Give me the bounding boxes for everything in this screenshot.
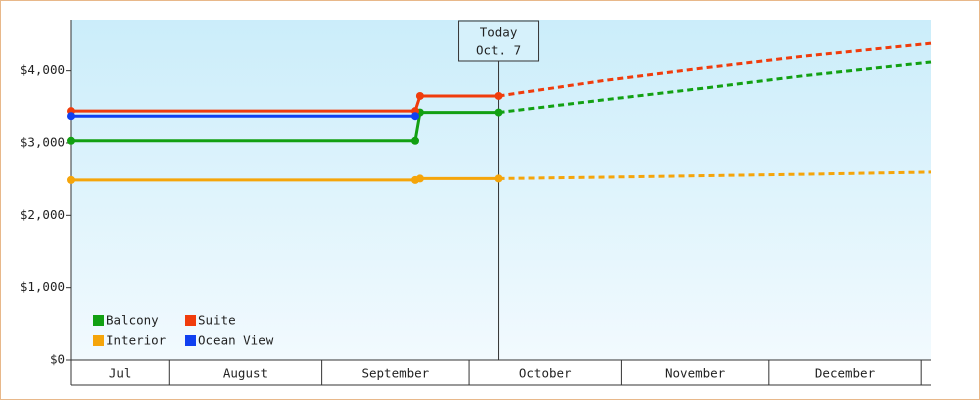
legend-swatch xyxy=(93,315,104,326)
plot-area xyxy=(71,20,931,360)
legend-label: Interior xyxy=(106,333,167,348)
data-point xyxy=(415,91,424,100)
x-band-label: September xyxy=(361,366,429,381)
y-tick-label: $4,000 xyxy=(20,62,65,77)
legend-swatch xyxy=(185,335,196,346)
data-point xyxy=(411,112,419,121)
today-label: Oct. 7 xyxy=(476,43,521,58)
forecast-line xyxy=(498,41,932,98)
forecast-line xyxy=(498,170,932,180)
legend-label: Ocean View xyxy=(198,333,274,348)
legend-swatch xyxy=(185,315,196,326)
today-label: Today xyxy=(480,25,518,40)
data-point xyxy=(494,108,503,117)
data-point xyxy=(67,136,75,145)
y-tick-label: $1,000 xyxy=(20,279,65,294)
data-point xyxy=(411,136,419,145)
data-point xyxy=(494,174,503,183)
legend-label: Suite xyxy=(198,313,236,328)
x-band-label: November xyxy=(665,366,726,381)
series-line xyxy=(71,176,499,182)
data-point xyxy=(494,91,503,100)
y-tick-label: $0 xyxy=(50,352,65,367)
today-box xyxy=(458,20,540,62)
y-tick-label: $2,000 xyxy=(20,207,65,222)
data-point xyxy=(415,174,424,183)
x-band-label: August xyxy=(223,366,268,381)
legend-swatch xyxy=(93,335,104,346)
legend-label: Balcony xyxy=(106,313,159,328)
data-point xyxy=(67,112,75,121)
x-band-label: December xyxy=(815,366,876,381)
series-line xyxy=(71,94,499,113)
data-point xyxy=(67,175,75,184)
x-axis-band xyxy=(71,360,931,385)
y-tick-label: $3,000 xyxy=(20,134,65,149)
x-band-label: October xyxy=(519,366,572,381)
series-line xyxy=(71,111,499,143)
x-band-label: Jul xyxy=(109,366,132,381)
forecast-line xyxy=(498,60,932,115)
